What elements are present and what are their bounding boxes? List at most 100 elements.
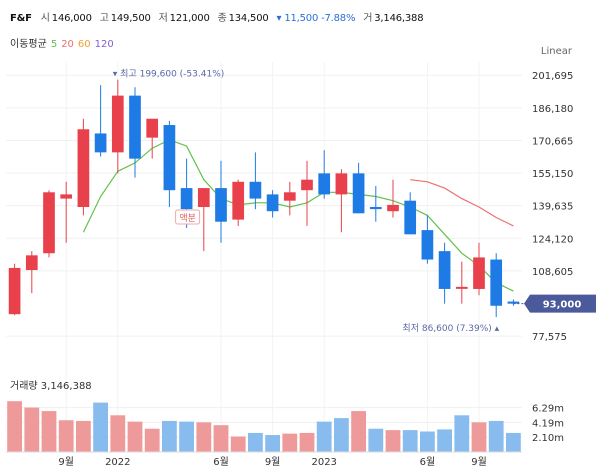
candle-body <box>111 95 124 153</box>
volume-bar <box>24 407 40 452</box>
candle-body <box>249 181 262 199</box>
candle-body <box>369 207 382 210</box>
candle-body <box>352 173 365 214</box>
ma20-line <box>410 179 514 227</box>
x-tick-label: 2022 <box>105 457 130 468</box>
candle-down <box>249 152 262 210</box>
event-marker-label: 액분 <box>179 212 196 224</box>
candle-down <box>507 299 520 306</box>
change-value: ▾ 11,500 -7.88% <box>276 13 356 24</box>
candle-down <box>490 253 503 318</box>
volume-bar <box>402 430 418 452</box>
volume-bar <box>213 425 229 452</box>
x-tick-label: 6월 <box>420 456 436 468</box>
ma-20[interactable]: 20 <box>61 39 74 50</box>
candle-body <box>507 301 520 304</box>
volume-bar <box>93 402 108 452</box>
open-label: 시 <box>40 13 50 24</box>
candle-body <box>43 192 55 254</box>
moving-average-legend[interactable]: 이동평균 5 20 60 120 <box>10 35 118 50</box>
candle-body <box>301 179 313 191</box>
y-tick-label: 201,695 <box>532 71 573 82</box>
ma-120[interactable]: 120 <box>94 39 114 50</box>
candle-up <box>77 118 90 216</box>
candle-body <box>266 194 279 212</box>
volume-value: 3,146,388 <box>374 13 424 24</box>
volume-bar <box>351 411 366 452</box>
ma-60[interactable]: 60 <box>77 39 91 50</box>
candle-down <box>163 120 176 207</box>
candle-body <box>421 230 434 260</box>
candle-down <box>404 192 417 235</box>
y-tick-label: 139,635 <box>532 202 573 213</box>
volume-bar <box>248 432 263 452</box>
close-label: 종 <box>217 13 227 24</box>
volume-label: 거 <box>363 13 373 24</box>
candle-body <box>318 173 331 195</box>
event-marker-box <box>175 209 201 225</box>
candle-body <box>129 95 141 159</box>
high-value: 149,500 <box>110 13 151 24</box>
candle-body <box>146 118 159 138</box>
high-annotation: ▾ 최고 199,600 (-53.41%) <box>113 69 224 80</box>
candle-down <box>129 87 141 178</box>
candle-body <box>180 188 193 210</box>
candle-down <box>215 160 227 243</box>
candle-up <box>473 242 485 296</box>
candle-up <box>25 251 38 294</box>
volume-bar <box>265 435 280 452</box>
high-label: 고 <box>99 13 109 24</box>
candle-up <box>43 190 55 258</box>
volume-tick-label: 6.29m <box>532 404 564 415</box>
candle-body <box>60 194 73 199</box>
candle-body <box>197 188 210 207</box>
volume-bar <box>7 401 22 452</box>
y-tick-label: 108,605 <box>532 267 573 278</box>
volume-bar <box>41 411 57 452</box>
candle-body <box>163 125 176 191</box>
low-value: 121,000 <box>169 13 210 24</box>
volume-bar <box>144 428 160 452</box>
volume-bar <box>162 420 177 452</box>
open-value: 146,000 <box>51 13 92 24</box>
volume-tick-label: 2.10m <box>532 433 564 444</box>
candle-body <box>455 286 468 289</box>
current-price-value: 93,000 <box>543 300 582 311</box>
x-tick-label: 9월 <box>265 456 281 468</box>
candle-up <box>146 118 159 159</box>
candle-up <box>335 169 348 233</box>
ma-label: 이동평균 <box>10 39 47 50</box>
candle-body <box>77 129 90 207</box>
candle-down <box>438 242 451 304</box>
scale-toggle[interactable]: Linear <box>540 46 572 57</box>
candle-up <box>111 79 124 174</box>
candle-body <box>404 200 417 235</box>
x-tick-label: 6월 <box>213 456 229 468</box>
volume-title: 거래량 3,146,388 <box>10 380 92 392</box>
candle-up <box>283 181 296 216</box>
low-annotation: 최저 86,600 (7.39%) ▴ <box>402 323 499 334</box>
volume-bar <box>230 436 246 452</box>
volume-bar <box>196 422 212 452</box>
ma-5[interactable]: 5 <box>50 39 58 50</box>
candle-body <box>473 257 485 289</box>
ma5-line <box>82 139 514 292</box>
candle-body <box>283 192 296 201</box>
candle-down <box>369 185 382 222</box>
candle-down <box>94 85 107 157</box>
volume-bar <box>110 415 126 452</box>
x-tick-label: 9월 <box>471 456 487 468</box>
volume-bar <box>334 418 349 452</box>
volume-bar <box>385 430 401 452</box>
low-label: 저 <box>158 13 168 24</box>
volume-tick-label: 4.19m <box>532 418 564 429</box>
y-tick-label: 170,665 <box>532 136 573 147</box>
volume-bar <box>454 415 470 452</box>
volume-bar <box>282 433 298 452</box>
candle-down <box>318 150 331 199</box>
candle-up <box>301 160 313 226</box>
candle-up <box>60 181 73 243</box>
volume-bar <box>179 421 194 452</box>
candle-up <box>197 188 210 252</box>
